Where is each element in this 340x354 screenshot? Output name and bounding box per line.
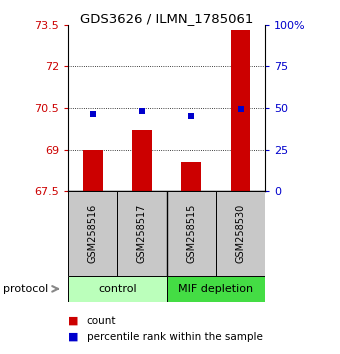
Bar [117, 191, 167, 276]
Text: ■: ■ [68, 332, 79, 342]
Text: GSM258515: GSM258515 [186, 204, 196, 263]
Text: GSM258516: GSM258516 [88, 204, 98, 263]
Text: MIF depletion: MIF depletion [178, 284, 253, 294]
Text: GSM258517: GSM258517 [137, 204, 147, 263]
Bar [68, 276, 167, 302]
Text: percentile rank within the sample: percentile rank within the sample [87, 332, 262, 342]
Bar [167, 191, 216, 276]
Bar [132, 130, 152, 191]
Bar [216, 191, 265, 276]
Text: GDS3626 / ILMN_1785061: GDS3626 / ILMN_1785061 [80, 12, 253, 25]
Bar [231, 30, 250, 191]
Bar [182, 162, 201, 191]
Text: protocol: protocol [3, 284, 49, 294]
Text: control: control [98, 284, 137, 294]
Text: ■: ■ [68, 316, 79, 326]
Bar [68, 191, 117, 276]
Bar [167, 276, 265, 302]
Bar [83, 150, 103, 191]
Text: GSM258530: GSM258530 [236, 204, 245, 263]
Text: count: count [87, 316, 116, 326]
